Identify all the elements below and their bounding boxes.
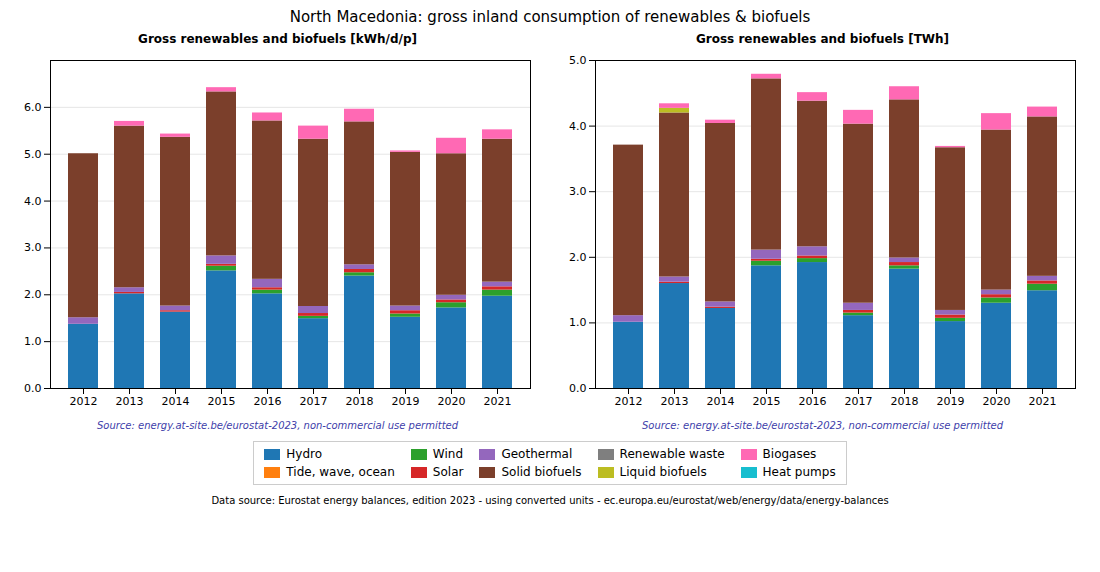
svg-text:3.0: 3.0 — [24, 241, 42, 254]
html-text:Geothermal: Geothermal — [501, 447, 573, 461]
svg-text:3.0: 3.0 — [569, 185, 587, 198]
svg-text:2021: 2021 — [484, 395, 512, 408]
html-text:Solar: Solar — [432, 465, 464, 479]
html-text:Liquid biofuels: Liquid biofuels — [619, 465, 707, 479]
svg-text:2019: 2019 — [392, 395, 420, 408]
svg-text:4.0: 4.0 — [24, 195, 42, 208]
svg-text:4.0: 4.0 — [569, 120, 587, 133]
svg-text:2013: 2013 — [116, 395, 144, 408]
html-text:Heat pumps: Heat pumps — [762, 465, 836, 479]
svg-text:2.0: 2.0 — [24, 288, 42, 301]
svg-text:2014: 2014 — [707, 395, 735, 408]
svg-text:2016: 2016 — [799, 395, 827, 408]
svg-text:2020: 2020 — [983, 395, 1011, 408]
svg-text:2017: 2017 — [845, 395, 873, 408]
svg-text:0.0: 0.0 — [24, 382, 42, 395]
svg-text:1.0: 1.0 — [569, 316, 587, 329]
svg-text:5.0: 5.0 — [24, 148, 42, 161]
svg-text:2019: 2019 — [937, 395, 965, 408]
svg-text:2020: 2020 — [438, 395, 466, 408]
svg-text:2018: 2018 — [346, 395, 374, 408]
html-text:Solid biofuels: Solid biofuels — [501, 465, 582, 479]
svg-text:2015: 2015 — [753, 395, 781, 408]
svg-text:2.0: 2.0 — [569, 251, 587, 264]
html-text:Biogases: Biogases — [762, 447, 817, 461]
svg-text:2014: 2014 — [162, 395, 190, 408]
svg-text:2012: 2012 — [615, 395, 643, 408]
svg-text:2017: 2017 — [300, 395, 328, 408]
svg-text:1.0: 1.0 — [24, 335, 42, 348]
html-text:Source: energy.at-site.be/euro: Source: energy.at-site.be/eurostat-2023,… — [642, 420, 1003, 431]
svg-text:2012: 2012 — [70, 395, 98, 408]
svg-text:0.0: 0.0 — [569, 382, 587, 395]
svg-text:2021: 2021 — [1029, 395, 1057, 408]
svg-text:2013: 2013 — [661, 395, 689, 408]
html-text:Source: energy.at-site.be/euro: Source: energy.at-site.be/eurostat-2023,… — [97, 420, 458, 431]
svg-text:2018: 2018 — [891, 395, 919, 408]
svg-text:2016: 2016 — [254, 395, 282, 408]
html-text:Hydro: Hydro — [286, 447, 323, 461]
svg-text:5.0: 5.0 — [569, 54, 587, 67]
html-text:Data source: Eurostat energy b: Data source: Eurostat energy balances, e… — [211, 495, 889, 506]
html-text:Gross renewables and biofuels: Gross renewables and biofuels [kWh/d/p] — [138, 32, 417, 46]
svg-text:2015: 2015 — [208, 395, 236, 408]
html-text:Renewable waste: Renewable waste — [619, 447, 725, 461]
html-text:Gross renewables and biofuels: Gross renewables and biofuels [TWh] — [695, 32, 950, 46]
html-text:North Macedonia: gross inland: North Macedonia: gross inland consumptio… — [289, 8, 811, 26]
html-text:Wind: Wind — [432, 447, 463, 461]
svg-text:6.0: 6.0 — [24, 101, 42, 114]
html-text:Tide, wave, ocean: Tide, wave, ocean — [286, 465, 395, 479]
